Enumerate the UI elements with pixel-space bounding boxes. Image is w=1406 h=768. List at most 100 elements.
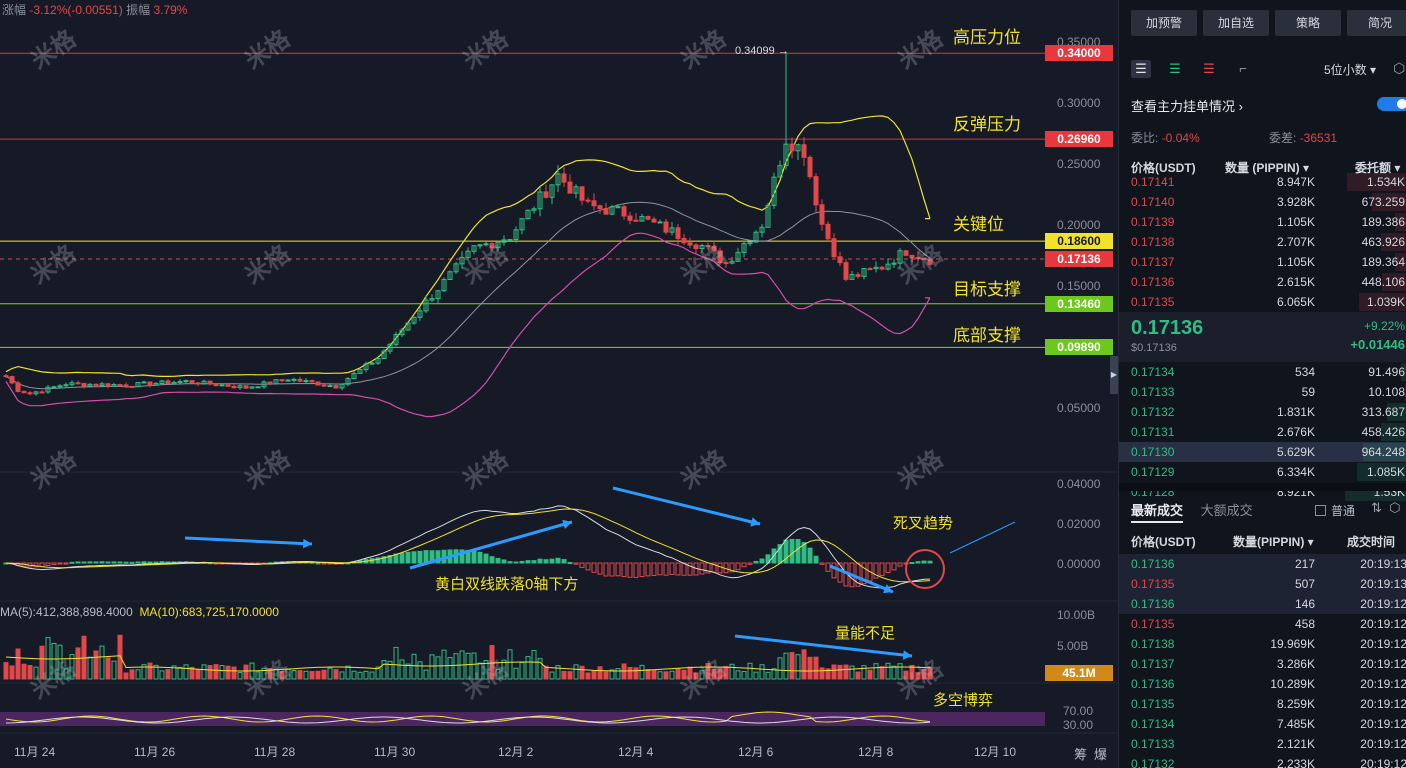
candle-body xyxy=(63,384,69,387)
trades-header-qty[interactable]: 数量(PIPPIN) ▾ xyxy=(1233,535,1314,549)
filter-icon[interactable]: ⇅ xyxy=(1371,500,1382,515)
volume-bar xyxy=(453,653,459,680)
last-price-usd: $0.17136 xyxy=(1131,342,1177,354)
candle-body xyxy=(915,257,921,260)
macd-bar xyxy=(495,557,501,564)
chart-area[interactable]: 涨幅 -3.12%(-0.00551) 振幅 3.79% 0.35000 0.3… xyxy=(0,0,1118,768)
main-orders-toggle[interactable] xyxy=(1377,97,1406,111)
candle-body xyxy=(867,268,873,271)
macd-bar xyxy=(885,562,891,574)
candle-body xyxy=(381,350,387,360)
volume-bar xyxy=(813,656,819,680)
depth-bar xyxy=(1381,233,1406,251)
macd-bar xyxy=(135,561,141,564)
volume-bar xyxy=(573,664,579,680)
macd-bar xyxy=(621,562,627,578)
candle-body xyxy=(75,382,81,385)
bids-view-icon[interactable]: ☰ xyxy=(1169,61,1181,76)
bid-row[interactable]: 0.17133 59 10.108 xyxy=(1119,382,1406,402)
trade-price: 0.17135 xyxy=(1131,577,1175,591)
ask-row[interactable]: 0.17138 2.707K 463.926 xyxy=(1119,232,1406,252)
macd-bar xyxy=(81,561,87,564)
settings-icon[interactable]: ⬡ xyxy=(1393,60,1406,76)
volume-bar xyxy=(585,672,591,680)
macd-bar xyxy=(663,562,669,576)
volume-bar xyxy=(615,668,621,680)
macd-bar xyxy=(831,562,837,579)
tab-latest-trades[interactable]: 最新成交 xyxy=(1131,503,1184,523)
bid-row[interactable]: 0.17131 2.676K 458.426 xyxy=(1119,422,1406,442)
ask-row[interactable]: 0.17135 6.065K 1.039K xyxy=(1119,292,1406,312)
ask-row[interactable]: 0.17137 1.105K 189.364 xyxy=(1119,252,1406,272)
candle-body xyxy=(399,329,405,336)
normal-checkbox[interactable]: 普通 xyxy=(1315,502,1355,519)
volume-bar xyxy=(513,667,519,680)
asks-view-icon[interactable]: ☰ xyxy=(1203,61,1215,76)
both-sides-view-icon[interactable]: ☰ xyxy=(1131,60,1151,78)
candle-body xyxy=(21,390,27,394)
macd-bar xyxy=(735,562,741,571)
candle-body xyxy=(261,381,267,388)
macd-bar xyxy=(717,562,723,574)
decimals-select[interactable]: 5位小数 ▾ xyxy=(1324,63,1377,77)
ma5-label: MA(5):412,388,898.4000 xyxy=(0,605,133,619)
collapse-panel-icon[interactable]: ▶ xyxy=(1110,356,1118,394)
tab-large-trades[interactable]: 大额成交 xyxy=(1200,503,1253,518)
volume-bar xyxy=(279,671,285,680)
trade-row: 0.17135 458 20:19:12 xyxy=(1119,614,1406,634)
volume-bar xyxy=(819,667,825,680)
add-alert-button[interactable]: 加预警 xyxy=(1131,10,1197,36)
ask-row[interactable]: 0.17140 3.928K 673.259 xyxy=(1119,192,1406,212)
volume-bar xyxy=(477,662,483,680)
candle-body xyxy=(333,385,339,389)
ask-row[interactable]: 0.17136 2.615K 448.106 xyxy=(1119,272,1406,292)
volume-bar xyxy=(111,660,117,680)
strategy-button[interactable]: 策略 xyxy=(1275,10,1341,36)
volume-bar xyxy=(75,647,81,680)
trade-settings-icon[interactable]: ⬡ xyxy=(1389,500,1401,515)
macd-bar xyxy=(45,562,51,566)
macd-bar xyxy=(687,562,693,576)
liquidation-button[interactable]: 爆 xyxy=(1094,747,1108,762)
depth-bar xyxy=(1372,193,1406,211)
expand-view-icon[interactable]: ⌐ xyxy=(1239,61,1247,76)
candlestick-chart[interactable] xyxy=(0,0,1118,768)
macd-bar xyxy=(861,562,867,585)
date-tick: 11月 24 xyxy=(14,745,56,759)
trade-row: 0.17137 3.286K 20:19:12 xyxy=(1119,654,1406,674)
chip-button[interactable]: 筹 xyxy=(1074,747,1088,762)
trade-qty: 507 xyxy=(1294,577,1315,591)
candle-body xyxy=(597,205,603,210)
add-watchlist-button[interactable]: 加自选 xyxy=(1203,10,1269,36)
macd-bar xyxy=(753,560,759,564)
candle-body xyxy=(771,176,777,206)
volume-bar xyxy=(45,637,51,680)
candle-body xyxy=(861,268,867,277)
bid-row[interactable]: 0.17132 1.831K 313.687 xyxy=(1119,402,1406,422)
candle-body xyxy=(51,386,57,389)
date-tick: 12月 6 xyxy=(738,745,774,759)
ob-header-total[interactable]: 委托额 ▾ xyxy=(1355,161,1401,175)
bid-price: 0.17134 xyxy=(1131,365,1175,379)
macd-bar xyxy=(423,550,429,564)
volume-bar xyxy=(567,671,573,680)
bid-row[interactable]: 0.17130 5.629K 964.248 xyxy=(1119,442,1406,462)
bid-row[interactable]: 0.17129 6.334K 1.085K xyxy=(1119,462,1406,482)
candle-body xyxy=(267,381,273,385)
main-orders-link[interactable]: 查看主力挂单情况 › xyxy=(1131,99,1243,114)
volume-bar xyxy=(507,649,513,680)
trade-qty: 3.286K xyxy=(1276,657,1315,671)
ask-row[interactable]: 0.17139 1.105K 189.386 xyxy=(1119,212,1406,232)
volume-bar xyxy=(891,665,897,680)
macd-bar xyxy=(69,561,75,564)
overview-button[interactable]: 简况 xyxy=(1347,10,1406,36)
bid-row[interactable]: 0.17134 534 91.496 xyxy=(1119,362,1406,382)
trade-price: 0.17136 xyxy=(1131,677,1175,691)
trade-time: 20:19:12 xyxy=(1360,717,1406,731)
bid-qty: 1.831K xyxy=(1276,405,1315,419)
dead-cross-annotation: 死叉趋势 xyxy=(893,515,954,532)
price-tick: 0.20000 xyxy=(1057,218,1101,232)
ob-header-qty[interactable]: 数量 (PIPPIN) ▾ xyxy=(1225,161,1310,175)
orderbook-view-row: ☰ ☰ ☰ ⌐ 5位小数 ▾ ⬡ xyxy=(1131,60,1406,80)
ask-row[interactable]: 0.17141 8.947K 1.534K xyxy=(1119,172,1406,192)
